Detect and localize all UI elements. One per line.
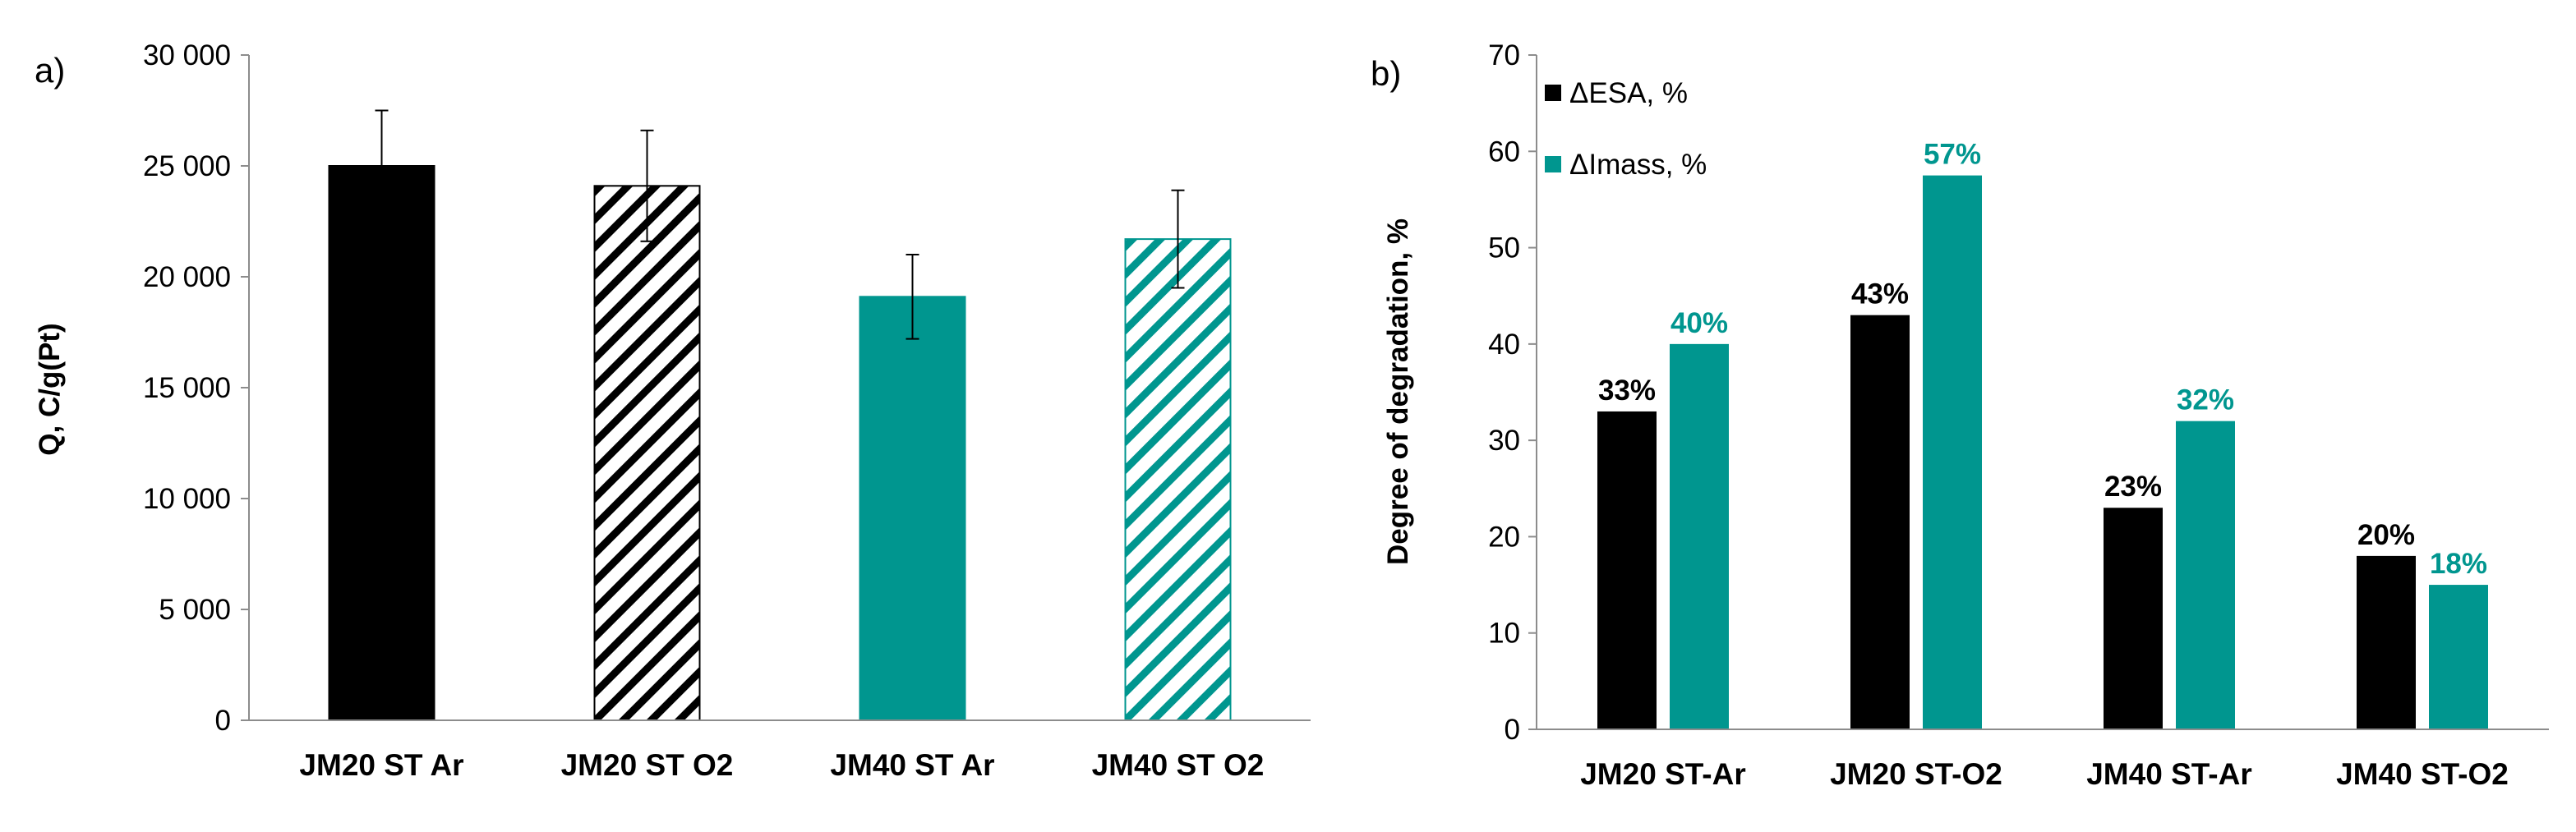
panel-b-data-label: 20% bbox=[2357, 519, 2415, 551]
panel-b-bar-series1-4 bbox=[2357, 555, 2416, 729]
panel-b-data-label: 18% bbox=[2430, 548, 2487, 580]
legend-swatch-dimass bbox=[1545, 156, 1561, 172]
panel-b-bar-series2-3 bbox=[2176, 421, 2235, 729]
panel-a-y-tick-label: 10 000 bbox=[143, 483, 231, 515]
panel-a-y-tick-label: 15 000 bbox=[143, 372, 231, 404]
panel-b-y-axis-title: Degree of degradation, % bbox=[1382, 218, 1414, 565]
panel-b-category-label: JM40 ST-O2 bbox=[2336, 757, 2509, 791]
panel-b-y-tick-label: 10 bbox=[1488, 618, 1520, 650]
panel-b-y-tick-label: 40 bbox=[1488, 329, 1520, 361]
panel-b-data-label: 43% bbox=[1851, 278, 1909, 310]
panel-b-data-label: 33% bbox=[1598, 375, 1656, 407]
panel-b-bar-series2-4 bbox=[2429, 585, 2488, 729]
panel-a-chart: a) Q, C/g(Pt) 0 5 000 10 000 15 000 20 000 25… bbox=[34, 39, 1311, 782]
panel-a-bar-4 bbox=[1124, 238, 1232, 722]
panel-a-category-label: JM40 ST Ar bbox=[830, 748, 994, 782]
panel-a-y-tick-label: 0 bbox=[215, 705, 231, 737]
panel-b-data-label: 40% bbox=[1670, 307, 1728, 339]
panel-a-bar-1 bbox=[328, 165, 435, 721]
panel-b-y-tick-label: 50 bbox=[1488, 232, 1520, 264]
panel-b-bar-series2-2 bbox=[1923, 175, 1982, 729]
panel-a-category-label: JM20 ST Ar bbox=[299, 748, 463, 782]
panel-b-category-label: JM20 ST-O2 bbox=[1830, 757, 2002, 791]
panel-b-y-tick-label: 30 bbox=[1488, 425, 1520, 457]
panel-b-data-label: 23% bbox=[2104, 471, 2162, 503]
panel-b-category-label: JM40 ST-Ar bbox=[2086, 757, 2252, 791]
panel-a-y-tick-label: 30 000 bbox=[143, 39, 231, 71]
panel-b-bar-series1-1 bbox=[1597, 411, 1657, 729]
panel-b-y-tick-label: 60 bbox=[1488, 136, 1520, 168]
panel-a-y-tick-label: 25 000 bbox=[143, 150, 231, 182]
panel-a-y-axis-title: Q, C/g(Pt) bbox=[34, 323, 66, 455]
panel-b-bar-series1-3 bbox=[2104, 508, 2163, 729]
panel-a-category-label: JM40 ST O2 bbox=[1092, 748, 1265, 782]
panel-a-bar-3 bbox=[859, 296, 966, 721]
legend-label-dimass: ΔImass, % bbox=[1569, 149, 1707, 181]
legend-label-desa: ΔESA, % bbox=[1569, 77, 1688, 109]
panel-b-label: b) bbox=[1371, 54, 1401, 93]
panel-a-y-tick-label: 5 000 bbox=[159, 594, 231, 626]
panel-a-bar-2 bbox=[593, 185, 701, 722]
panel-b-data-label: 32% bbox=[2177, 384, 2234, 416]
panel-b-y-tick-label: 70 bbox=[1488, 39, 1520, 71]
panel-b-category-label: JM20 ST-Ar bbox=[1580, 757, 1746, 791]
panel-b-bar-series2-1 bbox=[1670, 343, 1729, 729]
panel-a-category-label: JM20 ST O2 bbox=[561, 748, 734, 782]
legend-swatch-desa bbox=[1545, 85, 1561, 101]
panel-b-legend: ΔESA, % ΔImass, % bbox=[1545, 77, 1707, 181]
panel-b-y-tick-label: 20 bbox=[1488, 521, 1520, 553]
panel-a-y-tick-label: 20 000 bbox=[143, 261, 231, 293]
panel-b-bar-series1-2 bbox=[1850, 315, 1910, 729]
panel-b-data-label: 57% bbox=[1924, 139, 1981, 171]
panel-b-chart: b) Degree of degradation, % 0 10 20 30 40 50 6… bbox=[1371, 39, 2549, 791]
panel-b-y-tick-label: 0 bbox=[1505, 714, 1520, 746]
panel-a-label: a) bbox=[35, 51, 65, 90]
